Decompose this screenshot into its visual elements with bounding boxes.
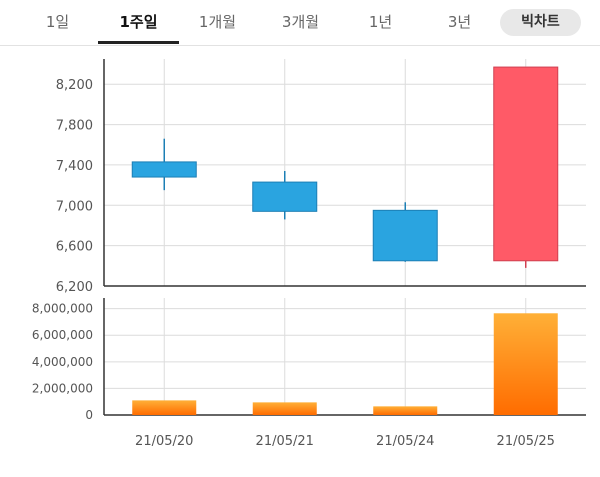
price-tick-label: 7,400 <box>56 159 93 174</box>
volume-tick-label: 0 <box>85 408 93 422</box>
date-label: 21/05/20 <box>135 434 193 449</box>
volume-bar <box>132 400 197 415</box>
volume-bar <box>373 406 438 415</box>
price-tick-label: 8,200 <box>56 78 93 93</box>
date-label: 21/05/24 <box>376 434 434 449</box>
big-chart-button[interactable]: 빅차트 <box>500 9 581 36</box>
period-tab-bar: 1일 1주일 1개월 3개월 1년 3년 빅차트 <box>0 0 600 46</box>
candle-body <box>493 66 559 262</box>
volume-bar <box>493 313 558 415</box>
tab-1-week[interactable]: 1주일 <box>119 13 158 31</box>
price-tick-label: 7,000 <box>56 199 93 214</box>
price-tick-label: 6,600 <box>56 240 93 255</box>
volume-tick-label: 6,000,000 <box>32 328 93 342</box>
date-label: 21/05/21 <box>256 434 314 449</box>
stock-chart: 6,200 6,600 7,000 7,400 7,800 8,200 0 2,000,000… <box>32 59 586 449</box>
tab-1-year[interactable]: 1년 <box>368 13 393 31</box>
candle-body <box>252 181 318 212</box>
price-tick-label: 7,800 <box>56 119 93 134</box>
tab-3-month[interactable]: 3개월 <box>281 13 320 31</box>
volume-tick-label: 8,000,000 <box>32 302 93 316</box>
tab-1-month[interactable]: 1개월 <box>198 13 237 31</box>
candle-body <box>131 161 197 178</box>
active-tab-underline <box>98 41 179 44</box>
volume-bar <box>252 402 317 415</box>
tab-1-day[interactable]: 1일 <box>45 13 70 31</box>
date-label: 21/05/25 <box>497 434 555 449</box>
price-tick-label: 6,200 <box>56 280 93 295</box>
volume-tick-label: 4,000,000 <box>32 355 93 369</box>
candle-body <box>372 209 438 262</box>
volume-tick-label: 2,000,000 <box>32 381 93 395</box>
tab-3-year[interactable]: 3년 <box>447 13 472 31</box>
